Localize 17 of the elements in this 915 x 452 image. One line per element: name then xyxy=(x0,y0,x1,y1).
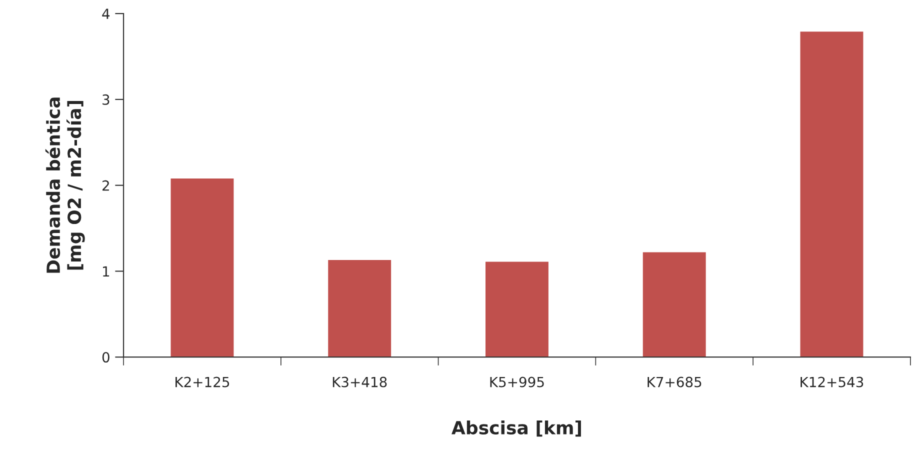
x-tick-label: K2+125 xyxy=(176,376,230,388)
bar xyxy=(642,252,706,358)
y-tick-label: 1 xyxy=(103,266,110,276)
bar xyxy=(800,32,864,358)
y-axis-title: Demanda béntica [mg O2 / m2-día] xyxy=(45,98,85,273)
y-tick-label: 0 xyxy=(102,352,110,363)
x-tick-label: K5+995 xyxy=(490,376,544,388)
x-axis-title: Abscisa [km] xyxy=(452,420,581,437)
bar xyxy=(486,262,548,358)
bar xyxy=(328,260,392,358)
bar xyxy=(170,178,234,358)
y-tick-label: 2 xyxy=(102,180,109,191)
y-tick-label: 3 xyxy=(102,94,110,105)
x-tick-label: K12+543 xyxy=(800,376,864,388)
x-tick-label: K7+685 xyxy=(648,376,702,388)
y-tick-label: 4 xyxy=(102,8,110,19)
x-tick-label: K3+418 xyxy=(332,376,387,388)
